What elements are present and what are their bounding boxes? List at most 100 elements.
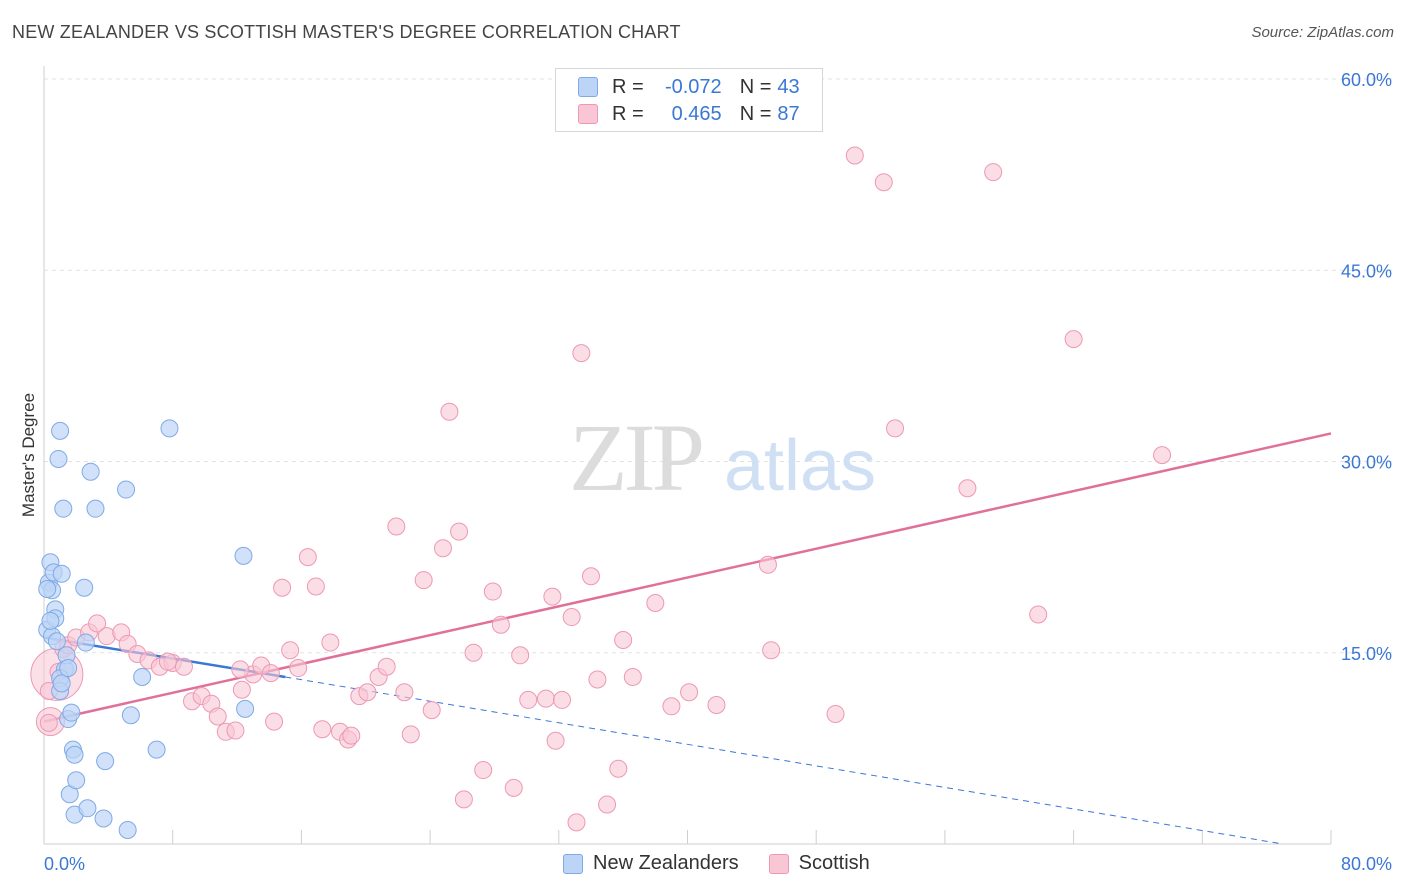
data-point-new-zealanders: [147, 740, 166, 759]
data-point-scottish: [321, 633, 340, 652]
n-value: 87: [777, 102, 800, 125]
data-point-scottish: [474, 761, 493, 780]
data-point-scottish: [845, 146, 864, 165]
data-point-new-zealanders: [160, 419, 179, 438]
data-point-scottish: [358, 683, 377, 702]
data-point-scottish: [562, 608, 581, 627]
data-point-new-zealanders: [67, 771, 86, 790]
data-point-new-zealanders: [49, 449, 68, 468]
data-point-scottish: [623, 667, 642, 686]
x-tick-label: 0.0%: [44, 854, 85, 874]
data-point-scottish: [504, 778, 523, 797]
source-label: Source: ZipAtlas.com: [1251, 24, 1394, 41]
data-point-scottish: [614, 631, 633, 649]
legend-label: Scottish: [798, 852, 870, 874]
data-point-scottish: [440, 402, 459, 421]
blue-swatch-icon: [563, 853, 583, 874]
data-point-scottish: [265, 712, 284, 731]
data-point-new-zealanders: [54, 499, 73, 518]
data-point-scottish: [1029, 605, 1048, 624]
data-point-scottish: [450, 522, 469, 541]
pink-swatch-icon: [768, 853, 789, 874]
legend-row-scottish: R = 0.465 N = 87: [578, 102, 800, 126]
data-point-scottish: [464, 643, 483, 662]
y-tick-label: 15.0%: [1341, 644, 1392, 664]
data-point-new-zealanders: [75, 578, 94, 597]
data-point-new-zealanders: [78, 799, 97, 818]
data-point-scottish: [536, 689, 555, 708]
y-tick-label: 45.0%: [1341, 261, 1392, 281]
data-point-new-zealanders: [86, 499, 105, 518]
data-point-scottish: [707, 696, 726, 715]
data-point-scottish: [387, 517, 406, 536]
data-point-new-zealanders: [236, 699, 255, 718]
data-point-new-zealanders: [51, 421, 70, 440]
data-point-scottish: [261, 664, 280, 683]
data-point-scottish: [306, 577, 325, 596]
data-point-scottish: [483, 582, 502, 601]
data-point-scottish: [886, 419, 905, 438]
data-point-new-zealanders: [118, 820, 137, 839]
data-point-new-zealanders: [52, 564, 71, 583]
legend-item-scottish[interactable]: Scottish: [768, 852, 870, 875]
data-point-scottish: [581, 567, 600, 586]
r-label: R =: [612, 75, 644, 98]
data-point-scottish: [231, 660, 250, 679]
data-point-scottish: [543, 587, 562, 606]
data-point-scottish: [662, 697, 681, 716]
data-point-new-zealanders: [117, 480, 136, 499]
watermark-atlas: atlas: [724, 426, 876, 506]
data-point-scottish: [984, 163, 1003, 182]
legend-row-new-zealanders: R = -0.072 N = 43: [578, 75, 800, 99]
data-point-new-zealanders: [59, 659, 78, 678]
data-point-scottish: [273, 578, 292, 597]
data-point-scottish: [342, 726, 361, 745]
data-point-scottish: [511, 646, 530, 665]
n-value: 43: [777, 75, 800, 98]
data-point-new-zealanders: [62, 703, 81, 722]
data-point-scottish: [174, 657, 193, 676]
watermark-zip: ZIP: [569, 404, 702, 511]
data-point-new-zealanders: [96, 752, 115, 771]
correlation-legend: R = -0.072 N = 43 R = 0.465 N = 87: [555, 68, 823, 132]
data-point-scottish: [546, 731, 565, 750]
y-tick-label: 60.0%: [1341, 70, 1392, 90]
data-point-scottish: [414, 571, 433, 590]
data-point-scottish: [826, 704, 845, 723]
r-value: -0.072: [664, 75, 722, 98]
grid-lines: [44, 78, 1392, 654]
data-point-scottish: [680, 683, 699, 702]
data-point-scottish: [289, 659, 308, 678]
data-point-new-zealanders: [41, 611, 60, 630]
data-point-scottish: [519, 690, 538, 709]
data-point-new-zealanders: [81, 462, 100, 481]
pink-swatch-icon: [578, 104, 598, 124]
y-tick-label: 30.0%: [1341, 453, 1392, 473]
data-point-scottish: [401, 725, 420, 744]
trend-line-new-zealanders-extension: [285, 676, 1283, 845]
chart-title: NEW ZEALANDER VS SCOTTISH MASTER'S DEGRE…: [12, 22, 681, 42]
data-point-scottish: [588, 670, 607, 689]
legend-item-new-zealanders[interactable]: New Zealanders: [563, 852, 739, 875]
data-point-scottish: [1153, 446, 1172, 465]
data-point-scottish: [598, 795, 617, 814]
blue-swatch-icon: [578, 77, 598, 97]
data-point-scottish: [553, 690, 572, 709]
data-point-scottish: [88, 614, 107, 633]
data-point-new-zealanders: [52, 674, 71, 693]
n-label: N =: [739, 102, 772, 125]
data-point-new-zealanders: [65, 745, 84, 764]
data-point-scottish: [454, 790, 473, 809]
data-point-new-zealanders: [38, 580, 57, 598]
x-tick-label: 80.0%: [1341, 854, 1392, 874]
data-point-new-zealanders: [94, 809, 113, 828]
data-point-scottish: [572, 344, 591, 363]
data-point-scottish: [298, 548, 317, 567]
data-point-scottish: [158, 652, 177, 671]
legend-label: New Zealanders: [593, 852, 739, 874]
data-point-scottish: [958, 479, 977, 498]
data-point-scottish: [758, 555, 777, 574]
y-axis-label: Master's Degree: [19, 393, 38, 517]
data-point-scottish: [874, 173, 893, 192]
